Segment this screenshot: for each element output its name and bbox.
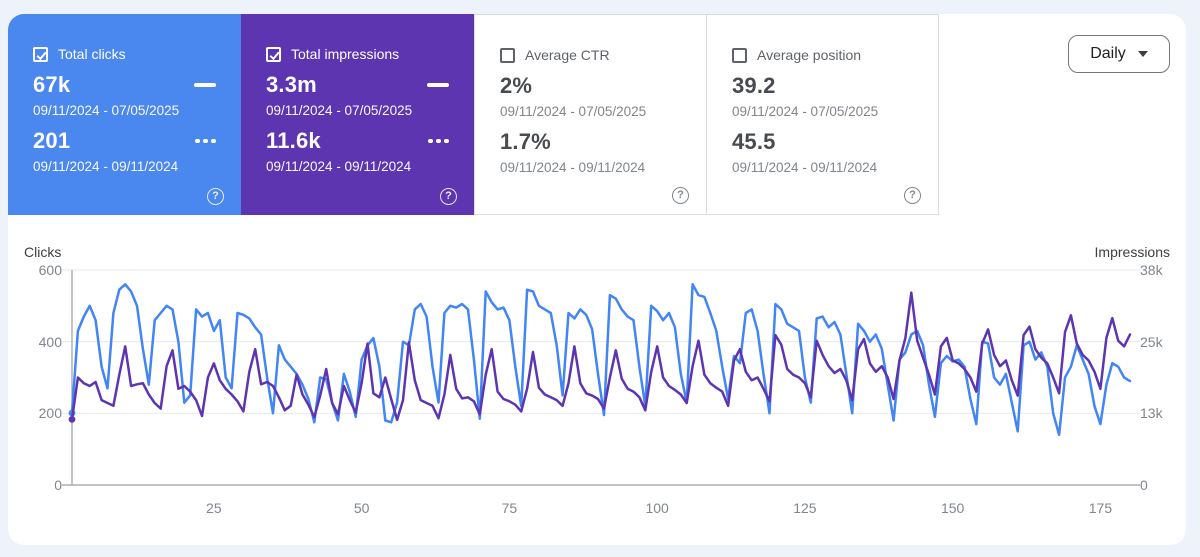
card-total-clicks[interactable]: Total clicks 67k 09/11/2024 - 07/05/2025… — [8, 14, 241, 215]
left-axis-tick: 600 — [38, 262, 62, 278]
primary-value: 39.2 — [732, 73, 776, 98]
solid-line-legend-icon — [427, 83, 449, 87]
help-icon[interactable]: ? — [440, 188, 457, 205]
dashed-line-legend-icon — [195, 139, 216, 143]
chart-plot[interactable] — [0, 240, 1200, 540]
secondary-value: 201 — [33, 128, 71, 153]
x-axis-tick: 75 — [501, 500, 518, 516]
primary-date-range: 09/11/2024 - 07/05/2025 — [732, 104, 879, 119]
metric-cards-row: Total clicks 67k 09/11/2024 - 07/05/2025… — [8, 14, 939, 215]
secondary-value: 11.6k — [266, 128, 321, 153]
x-axis-tick: 100 — [645, 500, 669, 516]
right-axis-tick: 0 — [1140, 477, 1148, 493]
primary-value: 2% — [500, 73, 533, 98]
secondary-date-range: 09/11/2024 - 09/11/2024 — [732, 160, 878, 175]
x-axis-tick: 150 — [940, 500, 965, 516]
left-axis-tick: 0 — [54, 477, 62, 493]
x-axis-tick: 125 — [793, 500, 817, 516]
series-line-clicks — [70, 283, 1132, 437]
card-average-position[interactable]: Average position 39.2 09/11/2024 - 07/05… — [706, 14, 939, 215]
card-total-impressions[interactable]: Total impressions 3.3m 09/11/2024 - 07/0… — [241, 14, 474, 215]
dashed-line-legend-icon — [428, 139, 449, 143]
secondary-value: 45.5 — [732, 129, 776, 154]
secondary-date-range: 09/11/2024 - 09/11/2024 — [500, 160, 646, 175]
performance-chart[interactable]: Clicks Impressions 0 0 200 13k 400 25k 600 38k 2… — [0, 240, 1200, 540]
solid-line-legend-icon — [194, 83, 216, 87]
secondary-value: 1.7% — [500, 129, 551, 154]
primary-value: 67k — [33, 72, 71, 97]
card-average-ctr[interactable]: Average CTR 2% 09/11/2024 - 07/05/2025 1… — [474, 14, 707, 215]
x-axis-tick: 175 — [1088, 500, 1113, 516]
total-impressions-checkbox[interactable] — [266, 46, 281, 62]
right-axis-tick: 38k — [1140, 262, 1163, 278]
primary-date-range: 09/11/2024 - 07/05/2025 — [500, 104, 647, 119]
left-axis-tick: 200 — [38, 405, 62, 422]
help-icon[interactable]: ? — [672, 187, 689, 204]
average-ctr-checkbox[interactable] — [500, 47, 515, 63]
card-label: Average position — [757, 47, 862, 63]
right-axis-title: Impressions — [1094, 244, 1170, 260]
primary-value: 3.3m — [266, 72, 317, 97]
help-icon[interactable]: ? — [207, 188, 224, 205]
right-axis-tick: 25k — [1140, 333, 1163, 350]
interval-label: Daily — [1090, 45, 1126, 62]
card-label: Total impressions — [291, 46, 400, 62]
primary-date-range: 09/11/2024 - 07/05/2025 — [33, 103, 180, 118]
total-clicks-checkbox[interactable] — [33, 46, 48, 62]
left-axis-tick: 400 — [38, 333, 62, 350]
average-position-checkbox[interactable] — [732, 47, 747, 63]
x-axis-tick: 25 — [206, 500, 222, 516]
help-icon[interactable]: ? — [904, 187, 921, 204]
card-label: Average CTR — [525, 47, 610, 63]
interval-dropdown[interactable]: Daily — [1068, 35, 1170, 73]
right-axis-tick: 13k — [1140, 405, 1163, 422]
x-axis-tick: 50 — [353, 500, 370, 516]
card-label: Total clicks — [58, 46, 126, 62]
secondary-date-range: 09/11/2024 - 09/11/2024 — [33, 159, 179, 174]
primary-date-range: 09/11/2024 - 07/05/2025 — [266, 103, 413, 118]
chevron-down-icon — [1137, 51, 1148, 57]
series-line-impressions — [70, 291, 1132, 422]
secondary-date-range: 09/11/2024 - 09/11/2024 — [266, 159, 412, 174]
left-axis-title: Clicks — [24, 244, 62, 260]
